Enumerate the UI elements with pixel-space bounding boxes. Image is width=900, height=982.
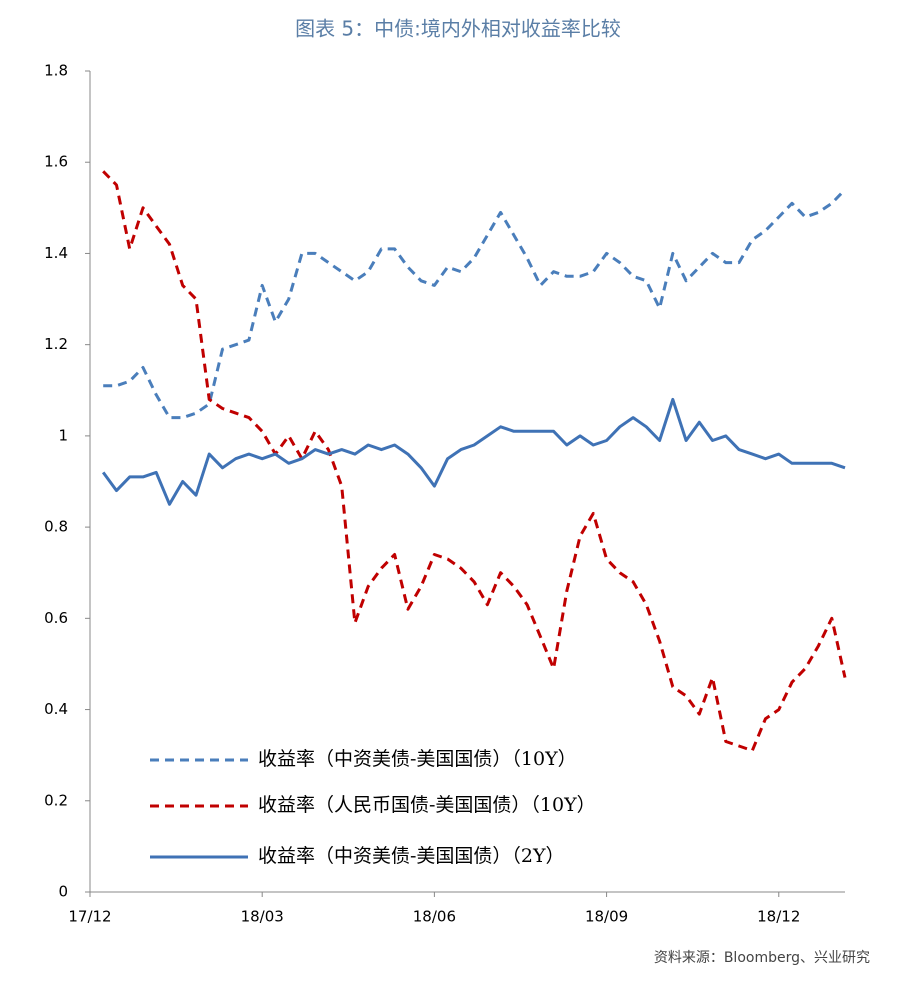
y-tick-label: 0.4	[44, 700, 68, 718]
y-tick-label: 1.2	[44, 335, 68, 353]
y-tick-label: 1.4	[44, 244, 68, 262]
series-line	[102, 170, 847, 753]
x-tick-label: 18/03	[241, 908, 284, 926]
x-tick-label: 18/06	[413, 908, 456, 926]
legend-label: 收益率（中资美债-美国国债）（2Y）	[258, 845, 565, 867]
y-tick-label: 0.6	[44, 609, 68, 627]
y-tick-label: 1.8	[44, 62, 68, 80]
legend-label: 收益率（中资美债-美国国债）（10Y）	[258, 748, 577, 770]
source-note: 资料来源：Bloomberg、兴业研究	[654, 950, 870, 966]
x-tick-label: 18/09	[585, 908, 628, 926]
series-line	[103, 188, 847, 420]
y-tick-label: 0.8	[44, 518, 68, 536]
x-tick-label: 18/12	[757, 908, 800, 926]
y-tick-label: 0	[58, 883, 68, 901]
y-tick-label: 1	[58, 426, 68, 444]
y-tick-label: 1.6	[44, 153, 68, 171]
chart-title: 图表 5：中债:境内外相对收益率比较	[295, 17, 621, 41]
y-tick-label: 0.2	[44, 791, 68, 809]
x-tick-label: 17/12	[68, 908, 111, 926]
series-line	[101, 397, 846, 506]
legend-label: 收益率（人民币国债-美国国债）（10Y）	[258, 794, 596, 816]
